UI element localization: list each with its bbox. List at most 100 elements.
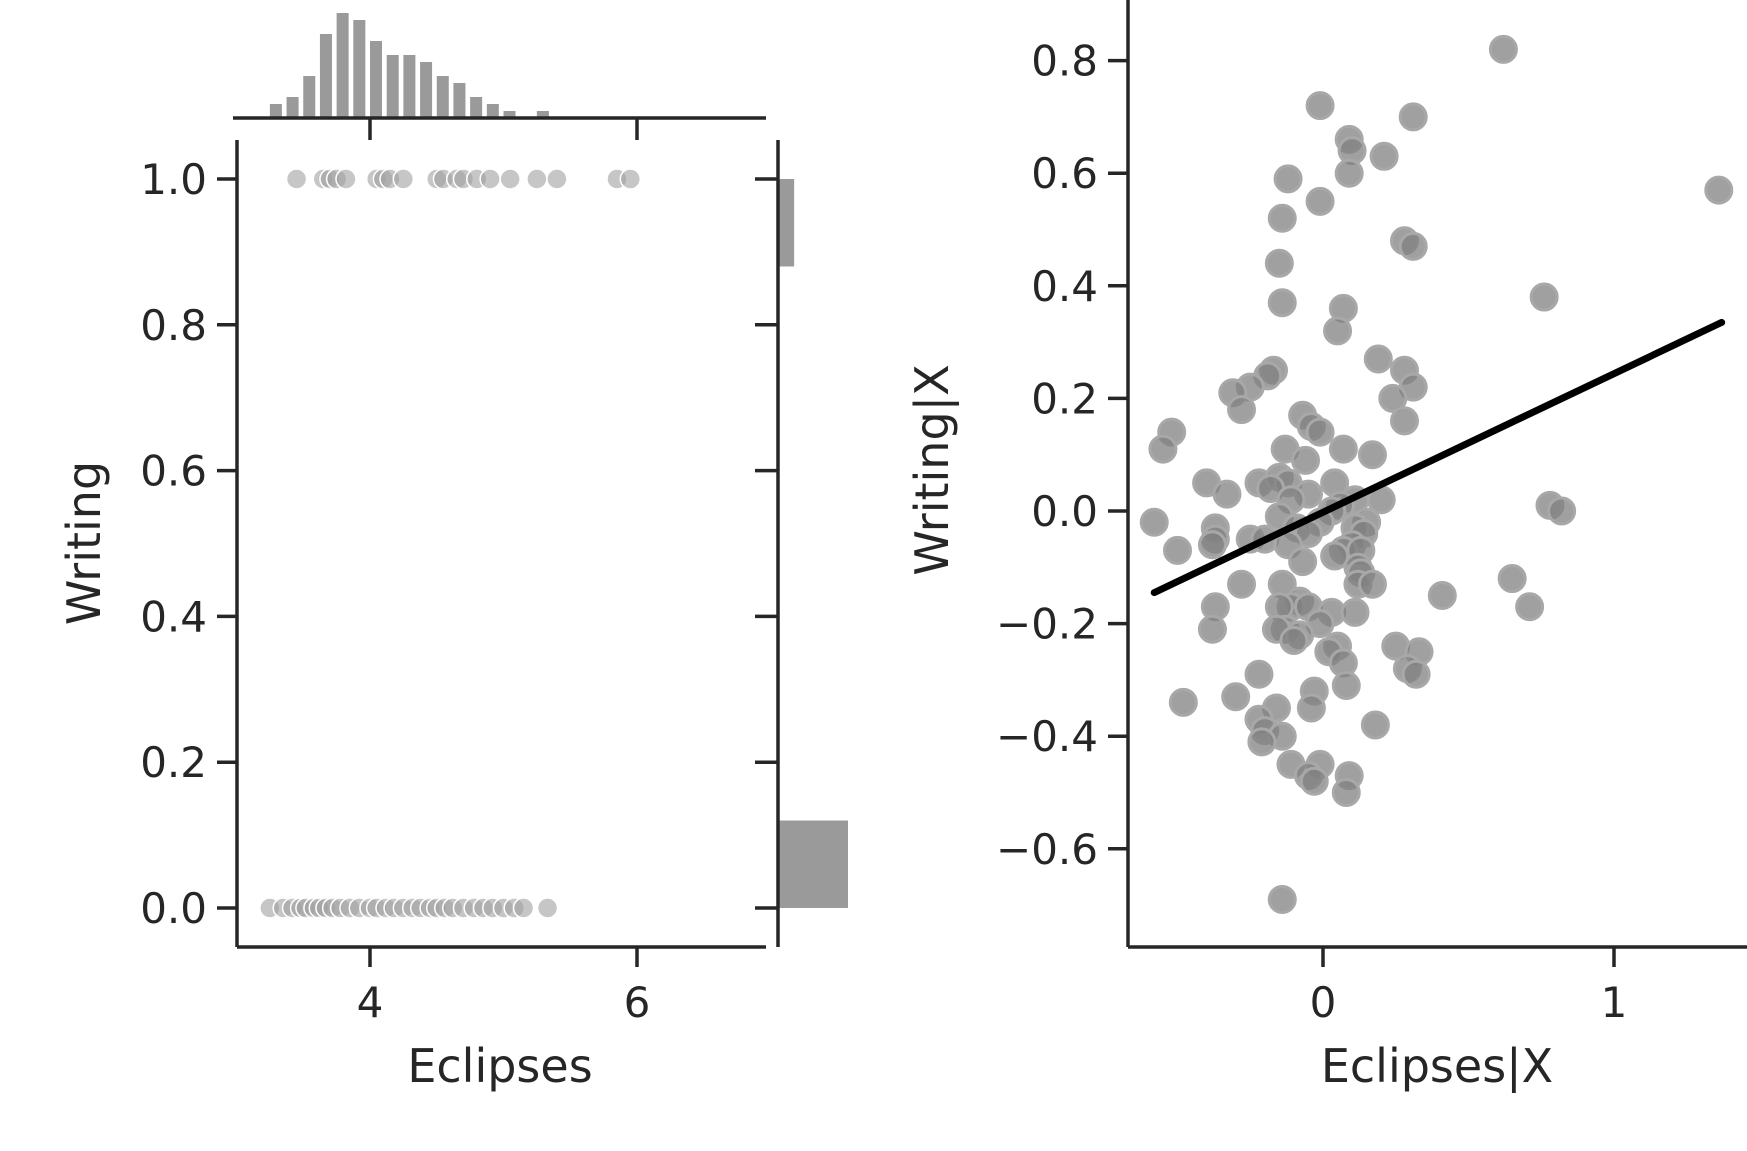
right-y-tick-label: −0.4 bbox=[996, 712, 1098, 761]
data-point bbox=[512, 897, 535, 919]
data-point bbox=[1212, 479, 1242, 509]
histogram-bar bbox=[319, 34, 332, 118]
data-point bbox=[1273, 164, 1303, 194]
data-point bbox=[1267, 288, 1297, 318]
data-point bbox=[1279, 625, 1309, 655]
data-point bbox=[1340, 597, 1370, 627]
left-y-tick-label: 0.4 bbox=[140, 592, 207, 641]
data-point bbox=[1139, 507, 1169, 537]
right-y-tick-label: 0.4 bbox=[1031, 262, 1098, 311]
left-y-axis-label: Writing bbox=[57, 461, 111, 625]
left-x-tick-label: 6 bbox=[624, 978, 651, 1027]
histogram-bar bbox=[403, 55, 416, 118]
histogram-bar bbox=[470, 97, 483, 118]
data-point bbox=[1389, 406, 1419, 436]
data-point bbox=[1227, 569, 1257, 599]
data-point bbox=[1488, 34, 1518, 64]
data-point bbox=[1163, 535, 1192, 565]
data-point bbox=[1547, 496, 1577, 526]
data-point bbox=[1398, 102, 1428, 132]
right-x-tick-label: 0 bbox=[1310, 978, 1337, 1027]
data-point bbox=[1244, 659, 1274, 689]
data-point bbox=[1323, 316, 1353, 346]
data-point bbox=[1288, 547, 1318, 577]
histogram-bar bbox=[420, 62, 433, 118]
data-point bbox=[285, 168, 308, 190]
data-point bbox=[1305, 91, 1335, 121]
right-y-tick-label: −0.2 bbox=[996, 600, 1098, 649]
data-point bbox=[335, 168, 357, 190]
data-point bbox=[1168, 687, 1198, 717]
data-point bbox=[1357, 440, 1387, 470]
data-point bbox=[1148, 434, 1178, 464]
right-y-tick-label: −0.6 bbox=[996, 825, 1098, 874]
data-point bbox=[1331, 778, 1361, 807]
data-point bbox=[1427, 580, 1457, 610]
histogram-bar bbox=[778, 820, 848, 908]
data-point bbox=[1267, 203, 1297, 233]
data-point bbox=[1331, 671, 1361, 701]
histogram-bar bbox=[386, 55, 399, 118]
data-point bbox=[536, 897, 559, 919]
data-point bbox=[1369, 141, 1399, 171]
data-point bbox=[1497, 564, 1527, 594]
data-point bbox=[1360, 710, 1390, 740]
data-point bbox=[1221, 682, 1251, 712]
data-point bbox=[1264, 248, 1294, 278]
data-point bbox=[479, 168, 501, 190]
right-y-axis: −0.6 −0.4 −0.2 0.0 0.2 0.4 0.6 0.8 bbox=[996, 0, 1130, 947]
histogram-bar bbox=[370, 41, 383, 118]
left-points bbox=[259, 168, 642, 919]
left-y-tick-label: 1.0 bbox=[140, 155, 207, 204]
data-point bbox=[1320, 541, 1350, 571]
data-point bbox=[1515, 592, 1545, 622]
data-point bbox=[1299, 766, 1329, 796]
left-y-axis: 0.0 0.2 0.4 0.6 0.8 1.0 bbox=[140, 140, 778, 947]
histogram-bar bbox=[269, 104, 282, 118]
histogram-bar bbox=[503, 111, 516, 118]
right-y-tick-label: 0.6 bbox=[1031, 149, 1098, 198]
regression-line bbox=[1150, 318, 1726, 597]
left-x-axis-label: Eclipses bbox=[407, 1039, 592, 1093]
data-point bbox=[1363, 344, 1393, 374]
data-point bbox=[1357, 569, 1387, 599]
data-point bbox=[1334, 158, 1364, 188]
data-point bbox=[1197, 614, 1227, 644]
left-y-tick-label: 0.0 bbox=[140, 884, 207, 933]
right-x-axis-label: Eclipses|X bbox=[1321, 1039, 1553, 1094]
histogram-bar bbox=[303, 76, 316, 118]
data-point bbox=[1291, 445, 1321, 475]
data-point bbox=[1378, 383, 1408, 413]
histogram-bar bbox=[286, 97, 299, 118]
right-x-tick-label: 1 bbox=[1601, 978, 1628, 1027]
data-point bbox=[1704, 175, 1734, 205]
right-points bbox=[1139, 34, 1734, 914]
data-point bbox=[499, 168, 521, 190]
data-point bbox=[1305, 186, 1335, 216]
histogram-bar bbox=[336, 13, 349, 118]
data-point bbox=[1328, 434, 1358, 464]
right-y-axis-label: Writing|X bbox=[905, 364, 960, 575]
data-point bbox=[1398, 231, 1428, 261]
left-y-tick-label: 0.6 bbox=[140, 447, 207, 496]
left-x-tick-label: 4 bbox=[357, 978, 384, 1027]
data-point bbox=[1197, 530, 1227, 560]
data-point bbox=[526, 168, 548, 190]
right-y-tick-label: 0.0 bbox=[1031, 487, 1098, 536]
data-point bbox=[619, 168, 642, 190]
histogram-bar bbox=[453, 83, 466, 118]
histogram-bar bbox=[486, 104, 499, 118]
histogram-bar bbox=[353, 20, 366, 118]
data-point bbox=[546, 168, 568, 190]
data-point bbox=[1529, 282, 1559, 312]
histogram-bar bbox=[536, 111, 549, 118]
data-point bbox=[1247, 727, 1277, 757]
right-y-tick-label: 0.2 bbox=[1031, 374, 1098, 423]
left-marginal-y-histogram bbox=[778, 179, 848, 908]
left-y-tick-label: 0.2 bbox=[140, 738, 207, 787]
